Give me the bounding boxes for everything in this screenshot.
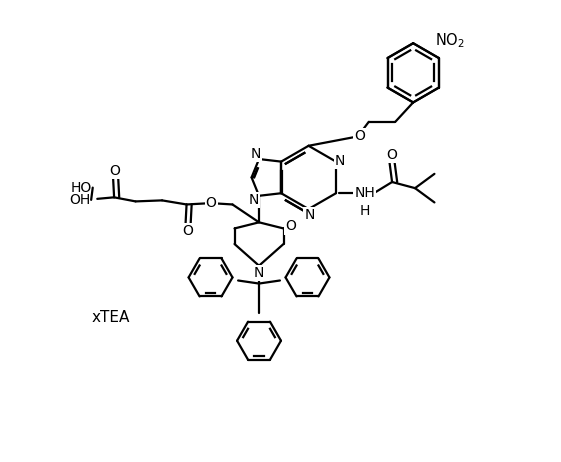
Text: N: N xyxy=(305,208,315,222)
Text: N: N xyxy=(251,147,261,161)
Text: N: N xyxy=(254,266,264,280)
Text: O: O xyxy=(285,219,296,233)
Text: NH: NH xyxy=(354,186,375,200)
Text: N: N xyxy=(335,153,345,168)
Text: N: N xyxy=(249,193,259,207)
Text: O: O xyxy=(354,129,365,143)
Text: H: H xyxy=(360,205,370,219)
Text: HO: HO xyxy=(71,181,91,195)
Text: OH: OH xyxy=(69,193,90,207)
Text: O: O xyxy=(110,164,121,178)
Text: NO$_2$: NO$_2$ xyxy=(435,31,465,50)
Text: O: O xyxy=(354,129,365,143)
Text: xTEA: xTEA xyxy=(91,310,130,325)
Text: O: O xyxy=(182,224,193,238)
Text: O: O xyxy=(387,148,398,162)
Text: N: N xyxy=(249,193,259,207)
Text: O: O xyxy=(206,196,217,211)
